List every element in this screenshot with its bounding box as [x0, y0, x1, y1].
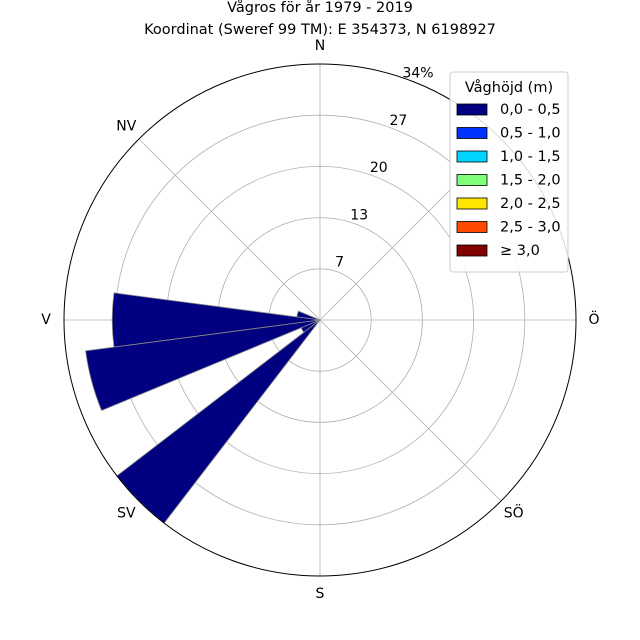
bar-0-255	[85, 319, 321, 412]
direction-label-S: S	[316, 586, 325, 602]
legend-swatch-3	[456, 174, 488, 186]
legend-title: Våghöjd (m)	[465, 79, 553, 96]
legend-label-2: 1,0 - 1,5	[500, 149, 561, 165]
polar-frame	[63, 63, 577, 577]
rose-bars	[85, 292, 321, 524]
direction-label-SÖ: SÖ	[504, 504, 524, 522]
grid-spoke-315	[138, 138, 321, 321]
direction-label-NV: NV	[116, 118, 136, 134]
direction-label-SV: SV	[117, 506, 136, 522]
direction-label-N: N	[315, 38, 325, 54]
radial-tick-4: 34%	[402, 66, 433, 82]
legend-label-0: 0,0 - 0,5	[500, 102, 561, 118]
legend-swatch-2	[456, 150, 488, 163]
legend-swatch-1	[456, 127, 488, 139]
chart-title-line2: Koordinat (Sweref 99 TM): E 354373, N 61…	[144, 22, 496, 38]
radial-tick-0: 7	[335, 255, 344, 271]
legend-label-1: 0,5 - 1,0	[500, 126, 561, 142]
legend: Våghöjd (m) 0,0 - 0,5 0,5 - 1,0 1,0 - 1,5 1…	[449, 71, 569, 273]
grid-spoke-135	[319, 319, 502, 502]
legend-label-4: 2,0 - 2,5	[500, 196, 561, 212]
direction-labels: N NV V SV S SÖ Ö	[41, 38, 599, 602]
legend-swatch-0	[456, 103, 488, 116]
legend-swatch-5	[456, 221, 488, 233]
chart-title-line1: Vågros för år 1979 - 2019	[227, 0, 413, 16]
legend-label-5: 2,5 - 3,0	[500, 220, 561, 236]
direction-label-Ö: Ö	[588, 310, 599, 328]
legend-label-6: ≥ 3,0	[500, 243, 540, 259]
legend-swatch-4	[456, 197, 488, 210]
radial-tick-3: 27	[389, 113, 407, 129]
radial-tick-1: 13	[350, 207, 368, 223]
legend-label-3: 1,5 - 2,0	[500, 173, 561, 189]
radial-tick-labels: 7 13 20 27 34%	[335, 66, 433, 271]
legend-swatch-6	[456, 244, 488, 257]
radial-tick-2: 20	[370, 160, 388, 176]
direction-label-V: V	[41, 312, 51, 328]
